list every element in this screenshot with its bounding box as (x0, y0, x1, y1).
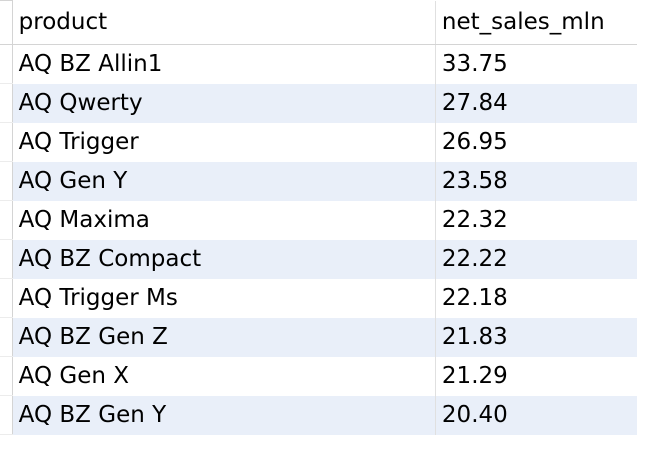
cell-product[interactable]: AQ Trigger (12, 122, 436, 162)
cell-net-sales-mln[interactable]: 22.18 (435, 278, 637, 318)
table-row[interactable]: AQ BZ Gen Z 21.83 (0, 317, 637, 357)
cell-net-sales-mln[interactable]: 21.83 (435, 317, 637, 357)
row-selector[interactable] (0, 239, 13, 279)
table-row[interactable]: AQ Gen Y 23.58 (0, 161, 637, 201)
cell-net-sales-mln[interactable]: 20.40 (435, 395, 637, 435)
table-row[interactable]: AQ BZ Allin1 33.75 (0, 44, 637, 84)
cell-product[interactable]: AQ Qwerty (12, 83, 436, 123)
row-selector[interactable] (0, 44, 13, 84)
table-row[interactable]: AQ Maxima 22.32 (0, 200, 637, 240)
cell-product[interactable]: AQ BZ Gen Z (12, 317, 436, 357)
row-selector[interactable] (0, 278, 13, 318)
row-selector-header[interactable] (0, 0, 13, 45)
cell-product[interactable]: AQ BZ Allin1 (12, 44, 436, 84)
cell-net-sales-mln[interactable]: 23.58 (435, 161, 637, 201)
table-row[interactable]: AQ Gen X 21.29 (0, 356, 637, 396)
cell-product[interactable]: AQ Gen X (12, 356, 436, 396)
cell-net-sales-mln[interactable]: 22.22 (435, 239, 637, 279)
cell-product[interactable]: AQ BZ Gen Y (12, 395, 436, 435)
row-selector[interactable] (0, 122, 13, 162)
table-row[interactable]: AQ Trigger 26.95 (0, 122, 637, 162)
row-selector[interactable] (0, 395, 13, 435)
header-row: product net_sales_mln (0, 0, 637, 45)
cell-net-sales-mln[interactable]: 26.95 (435, 122, 637, 162)
cell-net-sales-mln[interactable]: 21.29 (435, 356, 637, 396)
table-row[interactable]: AQ BZ Gen Y 20.40 (0, 395, 637, 435)
cell-net-sales-mln[interactable]: 22.32 (435, 200, 637, 240)
table-row[interactable]: AQ BZ Compact 22.22 (0, 239, 637, 279)
cell-net-sales-mln[interactable]: 27.84 (435, 83, 637, 123)
cell-net-sales-mln[interactable]: 33.75 (435, 44, 637, 84)
column-header-net-sales-mln[interactable]: net_sales_mln (435, 0, 637, 45)
row-selector[interactable] (0, 200, 13, 240)
cell-product[interactable]: AQ BZ Compact (12, 239, 436, 279)
cell-product[interactable]: AQ Gen Y (12, 161, 436, 201)
table-row[interactable]: AQ Trigger Ms 22.18 (0, 278, 637, 318)
row-selector[interactable] (0, 356, 13, 396)
row-selector[interactable] (0, 317, 13, 357)
result-grid: product net_sales_mln AQ BZ Allin1 33.75… (0, 0, 637, 435)
row-selector[interactable] (0, 83, 13, 123)
cell-product[interactable]: AQ Maxima (12, 200, 436, 240)
row-selector[interactable] (0, 161, 13, 201)
table-row[interactable]: AQ Qwerty 27.84 (0, 83, 637, 123)
column-header-product[interactable]: product (12, 0, 436, 45)
cell-product[interactable]: AQ Trigger Ms (12, 278, 436, 318)
